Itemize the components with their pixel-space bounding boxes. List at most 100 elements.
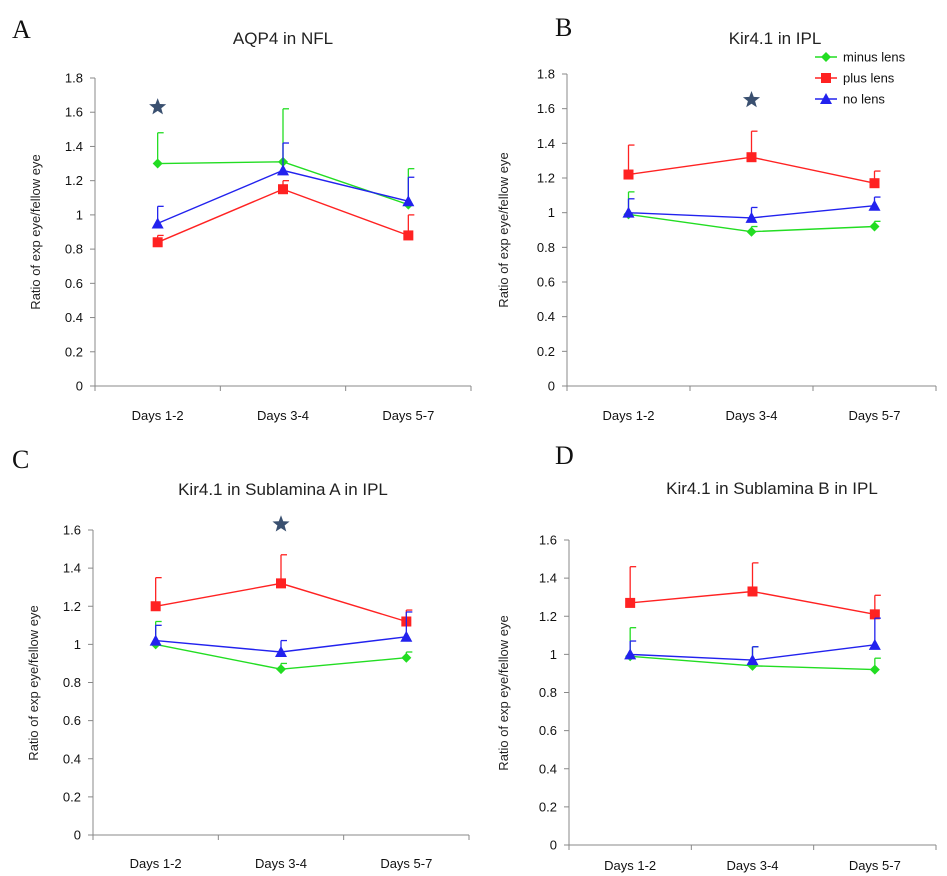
series-plus-lens xyxy=(625,562,881,620)
legend-entry: minus lens xyxy=(843,50,906,65)
y-tick-label: 0.4 xyxy=(537,309,555,324)
y-axis-label: Ratio of exp eye/fellow eye xyxy=(496,152,511,307)
x-tick-label: Days 3-4 xyxy=(725,408,777,423)
y-tick-label: 1 xyxy=(548,205,555,220)
y-tick-label: 0 xyxy=(550,838,557,853)
chart-panel-d: D Kir4.1 in Sublamina B in IPL 0 0.2 0.4 0.6 0… xyxy=(496,441,937,873)
legend: minus lens plus lens no lens xyxy=(815,50,906,107)
data-point xyxy=(278,184,288,195)
chart-title: Kir4.1 in IPL xyxy=(729,29,822,48)
data-point xyxy=(746,654,759,666)
y-axis-label: Ratio of exp eye/fellow eye xyxy=(496,615,511,770)
data-point xyxy=(625,597,636,608)
x-tick-label: Days 1-2 xyxy=(604,858,656,873)
x-tick-label: Days 5-7 xyxy=(380,856,432,871)
chart-panel-a: A AQP4 in NFL 0 0.2 0.4 0.6 0.8 1 1.2 1.4 1.6 1.8 Da… xyxy=(12,15,472,423)
chart-title: Kir4.1 in Sublamina A in IPL xyxy=(178,480,388,499)
y-tick-label: 0.8 xyxy=(539,685,557,700)
y-tick-label: 0.4 xyxy=(65,310,83,325)
x-tick-label: Days 5-7 xyxy=(848,408,900,423)
legend-entry: plus lens xyxy=(843,71,895,86)
data-point xyxy=(151,217,164,229)
data-point xyxy=(868,199,881,211)
significance-star-icon xyxy=(149,98,167,115)
series-line xyxy=(155,582,407,623)
data-point xyxy=(869,609,880,620)
x-tick-label: Days 3-4 xyxy=(255,856,307,871)
data-point xyxy=(746,226,757,237)
data-point xyxy=(276,578,286,589)
series-no-lens xyxy=(624,617,881,666)
panel-letter: C xyxy=(12,445,29,474)
chart-panel-b: B Kir4.1 in IPL 0 0.2 0.4 0.6 0.8 1 1.2 1.4 1.6 1.8… xyxy=(496,13,937,423)
x-tick-label: Days 1-2 xyxy=(602,408,654,423)
data-point xyxy=(624,648,637,660)
data-point xyxy=(747,586,758,597)
data-point xyxy=(402,195,415,207)
y-tick-label: 0.6 xyxy=(537,275,555,290)
legend-marker xyxy=(820,93,832,104)
x-tick-label: Days 1-2 xyxy=(132,408,184,423)
data-point xyxy=(869,664,880,675)
y-tick-label: 0.6 xyxy=(65,276,83,291)
chart-title: AQP4 in NFL xyxy=(233,29,333,48)
y-tick-label: 1.6 xyxy=(539,533,557,548)
data-point xyxy=(277,164,289,176)
data-point xyxy=(622,206,635,218)
y-tick-label: 0.4 xyxy=(539,761,557,776)
data-point xyxy=(276,664,286,675)
data-point xyxy=(275,646,287,657)
y-tick-label: 1.4 xyxy=(65,139,83,154)
y-tick-label: 1.6 xyxy=(537,101,555,116)
y-tick-label: 0.2 xyxy=(539,799,557,814)
y-tick-label: 1.8 xyxy=(65,71,83,86)
significance-star-icon xyxy=(742,91,761,108)
data-point xyxy=(869,221,880,232)
x-tick-label: Days 3-4 xyxy=(726,858,778,873)
x-tick-label: Days 3-4 xyxy=(257,408,309,423)
y-tick-label: 1.4 xyxy=(537,136,555,151)
y-tick-label: 0.6 xyxy=(539,723,557,738)
series-no-lens xyxy=(149,611,413,657)
series-plus-lens xyxy=(150,554,413,627)
data-point xyxy=(401,652,412,663)
y-tick-label: 1.2 xyxy=(65,173,83,188)
chart-panel-c: C Kir4.1 in Sublamina A in IPL 0 0.2 0.4 0.6 0… xyxy=(12,445,470,871)
y-tick-label: 1.6 xyxy=(65,105,83,120)
y-tick-label: 0 xyxy=(74,828,81,843)
y-tick-label: 1 xyxy=(76,207,83,222)
y-tick-label: 0 xyxy=(548,379,555,394)
data-point xyxy=(746,152,757,163)
y-tick-label: 1.2 xyxy=(537,171,555,186)
data-point xyxy=(400,630,413,642)
data-point xyxy=(152,158,163,169)
series-plus-lens xyxy=(623,130,881,189)
y-tick-label: 0.8 xyxy=(65,242,83,257)
panel-letter: D xyxy=(555,441,574,470)
y-tick-label: 0.8 xyxy=(63,675,81,690)
series-plus-lens xyxy=(152,180,415,248)
series-no-lens xyxy=(151,142,415,229)
y-tick-label: 1 xyxy=(550,647,557,662)
y-axis-label: Ratio of exp eye/fellow eye xyxy=(28,154,43,309)
y-axis-label: Ratio of exp eye/fellow eye xyxy=(26,605,41,760)
legend-marker xyxy=(821,73,831,83)
y-tick-label: 0.2 xyxy=(65,344,83,359)
y-tick-label: 0.2 xyxy=(63,789,81,804)
data-point xyxy=(403,230,414,241)
y-tick-label: 1 xyxy=(74,637,81,652)
x-tick-label: Days 5-7 xyxy=(849,858,901,873)
data-point xyxy=(868,638,881,650)
y-tick-label: 1.4 xyxy=(539,571,557,586)
data-point xyxy=(623,169,634,180)
significance-star-icon xyxy=(272,515,290,532)
y-tick-label: 1.6 xyxy=(63,523,81,538)
y-tick-label: 0.4 xyxy=(63,751,81,766)
data-point xyxy=(152,237,163,248)
data-point xyxy=(745,211,758,223)
y-tick-label: 0.6 xyxy=(63,713,81,728)
legend-marker xyxy=(821,52,831,62)
y-tick-label: 1.8 xyxy=(537,67,555,82)
legend-entry: no lens xyxy=(843,92,885,107)
y-tick-label: 0.8 xyxy=(537,240,555,255)
